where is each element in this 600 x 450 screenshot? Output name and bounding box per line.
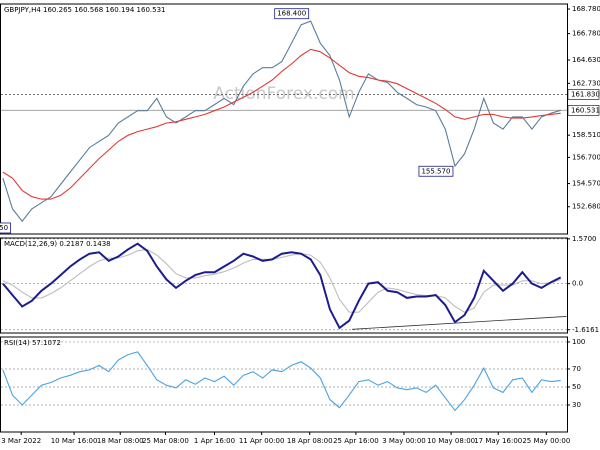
series-line: [2, 48, 561, 200]
y-tick-label: -1.6161: [572, 326, 599, 334]
annotation-box: [0, 222, 11, 234]
panel-title: MACD(12,26,9) 0.2187 0.1438: [4, 240, 111, 248]
x-tick-label: 17 May 16:00: [474, 437, 522, 445]
x-tick-label: 10 Mar 16:00: [51, 437, 98, 445]
y-tick-label: 164.630: [572, 56, 600, 64]
x-tick-label: 25 May 00:00: [522, 437, 570, 445]
level-label: 161.830: [571, 90, 600, 98]
level-label: 160.531: [571, 106, 600, 114]
x-tick-label: 10 May 08:00: [427, 437, 475, 445]
series-line: [2, 242, 562, 330]
panel-title: RSI(14) 57.1072: [4, 339, 61, 347]
trend-line: [352, 316, 567, 330]
y-tick-label: 158.510: [572, 131, 600, 139]
x-tick-label: 25 Apr 16:00: [333, 437, 379, 445]
panel-frame: [0, 336, 568, 433]
series-line: [2, 248, 561, 313]
y-tick-label: 162.730: [572, 79, 600, 87]
y-tick-label: 50: [572, 383, 581, 391]
y-tick-label: 154.570: [572, 180, 600, 188]
x-tick-label: 3 May 00:00: [382, 437, 426, 445]
y-tick-label: 168.780: [572, 5, 600, 13]
panel-title: GBPJPY,H4 160.265 160.568 160.194 160.53…: [4, 6, 166, 14]
level-box: [567, 89, 600, 100]
annotation-label: 150.950: [0, 224, 8, 232]
annotation-box: [274, 8, 310, 20]
annotation-box: [418, 165, 454, 177]
y-tick-label: 152.680: [572, 203, 600, 211]
y-tick-label: 70: [572, 365, 581, 373]
y-tick-label: 156.700: [572, 153, 600, 161]
y-tick-label: 1.5700: [572, 235, 597, 243]
annotation-label: 168.400: [277, 10, 306, 18]
y-tick-label: 30: [572, 401, 581, 409]
y-tick-label: 0.0: [572, 280, 583, 288]
x-tick-label: 18 Mar 08:00: [97, 437, 144, 445]
series-line: [2, 20, 561, 223]
x-tick-label: 18 Apr 08:00: [287, 437, 333, 445]
x-tick-label: 11 Apr 00:00: [239, 437, 285, 445]
panel-frame: [0, 237, 568, 334]
y-tick-label: 100: [572, 338, 585, 346]
level-box: [567, 105, 600, 116]
x-tick-label: 25 Mar 08:00: [142, 437, 189, 445]
x-tick-label: 1 Apr 16:00: [194, 437, 235, 445]
series-line: [2, 351, 561, 412]
watermark: ActionForex.com: [213, 84, 354, 104]
y-tick-label: 166.780: [572, 30, 600, 38]
annotation-label: 155.570: [421, 167, 450, 175]
panel-frame: [0, 3, 568, 235]
x-tick-label: 3 Mar 2022: [1, 437, 41, 445]
